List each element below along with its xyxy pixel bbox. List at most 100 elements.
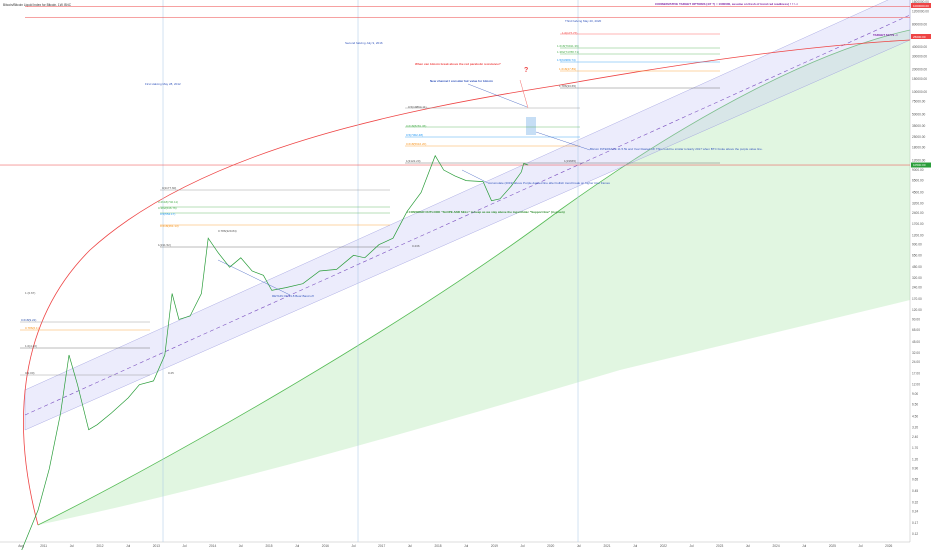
x-tick-label: Jul bbox=[126, 544, 130, 548]
fib-label: 0.236 bbox=[412, 244, 420, 248]
x-tick-label: Aug bbox=[18, 544, 24, 548]
red-parabolic-resistance bbox=[23, 39, 911, 526]
y-tick-label: 45.00 bbox=[912, 340, 920, 344]
x-tick-label: Jul bbox=[520, 544, 524, 548]
fib-label: 0.2618(740.11) bbox=[158, 200, 178, 204]
x-tick-label: 2022 bbox=[660, 544, 667, 548]
x-tick-label: 2011 bbox=[40, 544, 47, 548]
x-tick-label: 2015 bbox=[265, 544, 272, 548]
fib-label: 1.0(4.40) bbox=[25, 344, 37, 348]
y-tick-label: 800000.00 bbox=[912, 22, 927, 26]
y-tick-label: 65.00 bbox=[912, 328, 920, 332]
fib-label: 0.618(8281.36) bbox=[406, 124, 426, 128]
fib-label: 1.382(74788.71) bbox=[557, 50, 579, 54]
x-tick-label: 2016 bbox=[322, 544, 329, 548]
y-tick-label: 12000.00 bbox=[912, 159, 926, 163]
y-tick-label: 2.40 bbox=[912, 435, 918, 439]
purple-dashed-line bbox=[24, 14, 911, 416]
y-tick-label: 0.17 bbox=[912, 521, 918, 525]
y-tick-label: 50000.00 bbox=[912, 112, 926, 116]
fib-label: 1(19665) bbox=[564, 159, 576, 163]
y-tick-label: 0.24 bbox=[912, 510, 918, 514]
y-tick-label: 1200.00 bbox=[912, 233, 924, 237]
y-tick-label: 0.45 bbox=[912, 489, 918, 493]
y-tick-label: 3.20 bbox=[912, 426, 918, 430]
fib-label: 0(1177.60) bbox=[162, 186, 176, 190]
y-tick-label: 1600000.00 bbox=[912, 0, 929, 4]
y-tick-label: 25000.00 bbox=[912, 135, 926, 139]
y-tick-label: 0.90 bbox=[912, 467, 918, 471]
y-tick-label: 200000.00 bbox=[912, 67, 927, 71]
fib-label: 0.618(461.13) bbox=[160, 224, 179, 228]
fib-label: 0.382(646.76) bbox=[158, 206, 177, 210]
y-tick-label: 170.00 bbox=[912, 297, 922, 301]
projection-box bbox=[526, 117, 536, 135]
x-tick-label: Jul bbox=[239, 544, 243, 548]
x-tick-label: Jul bbox=[70, 544, 74, 548]
y-axis-tick-labels: 1600000.001200000.00800000.00550000.0040… bbox=[912, 0, 929, 536]
y-tick-label: 6500.00 bbox=[912, 179, 924, 183]
fib-label: 1.618(79911.36) bbox=[557, 44, 579, 48]
y-tick-label: 900.00 bbox=[912, 243, 922, 247]
y-tick-label: 24.00 bbox=[912, 360, 920, 364]
fib-label: 0.618(9.22) bbox=[21, 318, 36, 322]
y-tick-label: 0.32 bbox=[912, 500, 918, 504]
fib-label: 1 (0.67) bbox=[25, 291, 35, 295]
annotation-outlook: I CONSIDER OUTLOOK "SLOPE AND SELL" to k… bbox=[407, 210, 565, 214]
fib-label: 1.5(63389.74) bbox=[557, 58, 576, 62]
orange-price-tag: 25000.00 bbox=[911, 34, 931, 39]
annotation-interface: Bitcoin INTERFACE 11.5.5k and Year blast… bbox=[590, 147, 763, 151]
y-tick-label: 17.00 bbox=[912, 371, 920, 375]
annotation-new-channel: New channel I consider fair value for bi… bbox=[430, 79, 493, 83]
y-tick-label: 320.00 bbox=[912, 276, 922, 280]
y-tick-label: 150000.00 bbox=[912, 77, 927, 81]
y-tick-label: 120.00 bbox=[912, 308, 922, 312]
btc-price-series bbox=[21, 154, 529, 550]
fib-label: 0.5(554.17) bbox=[160, 212, 175, 216]
annotation-parabolic-question: When can bitcoin break above the red par… bbox=[415, 62, 501, 66]
x-tick-label: Jul bbox=[464, 544, 468, 548]
svg-text:10500.00: 10500.00 bbox=[913, 163, 926, 167]
y-tick-label: 9.00 bbox=[912, 392, 918, 396]
annotation-retain: RETAIN OF 91.8 Bear Band off bbox=[272, 294, 314, 298]
annotation-conservative-target: CONSERVATIVE TARGET OPTIONS (4/7 ?) = 10… bbox=[655, 2, 798, 6]
x-tick-label: Jul bbox=[577, 544, 581, 548]
fib-label: 0.25 bbox=[168, 371, 174, 375]
x-tick-label: 2025 bbox=[829, 544, 836, 548]
y-axis-strip[interactable] bbox=[910, 0, 932, 550]
annotation-arrows bbox=[217, 79, 591, 296]
x-tick-label: 2018 bbox=[434, 544, 441, 548]
y-tick-label: 32.00 bbox=[912, 351, 920, 355]
y-tick-label: 1200000.00 bbox=[912, 9, 929, 13]
svg-text:1000000.00: 1000000.00 bbox=[913, 4, 929, 8]
y-tick-label: 90.00 bbox=[912, 317, 920, 321]
fib-label: 0.618(5916.20) bbox=[406, 142, 426, 146]
y-tick-label: 4500.00 bbox=[912, 191, 924, 195]
x-tick-label: 2023 bbox=[716, 544, 723, 548]
annotation-first-halving: First Halving May 28, 2012 bbox=[145, 82, 181, 86]
y-tick-label: 0.65 bbox=[912, 477, 918, 481]
green-support-area bbox=[38, 30, 910, 525]
x-tick-label: Jul bbox=[182, 544, 186, 548]
fib-levels bbox=[20, 33, 720, 376]
x-tick-label: Jul bbox=[690, 544, 694, 548]
fib-labels-2011: 1 (0.67) 0.618(9.22) 0.786(6.1) 1.0(4.40… bbox=[21, 291, 174, 375]
y-tick-label: 6.50 bbox=[912, 403, 918, 407]
annotation-question-mark: ? bbox=[524, 67, 528, 74]
x-tick-label: Jul bbox=[633, 544, 637, 548]
fib-label: 0.5(7302.48) bbox=[406, 133, 423, 137]
y-tick-label: 9000.00 bbox=[912, 168, 924, 172]
y-tick-label: 4.50 bbox=[912, 415, 918, 419]
y-tick-label: 35000.00 bbox=[912, 124, 926, 128]
fib-label: 1(3122.20) bbox=[406, 159, 421, 163]
x-tick-label: Jul bbox=[746, 544, 750, 548]
x-tick-label: 2017 bbox=[378, 544, 385, 548]
y-tick-label: 400000.00 bbox=[912, 45, 927, 49]
x-tick-label: Jul bbox=[295, 544, 299, 548]
fib-labels-2013: 0(1177.60) 0.2618(740.11) 0.382(646.76) … bbox=[158, 186, 420, 248]
fib-label: 1.786(33.65) bbox=[559, 84, 576, 88]
annotation-second-halving: Second halving July 9, 2016 bbox=[345, 41, 383, 45]
fib-label: 0.786(6.1) bbox=[25, 326, 39, 330]
fib-label: 0(2.00) bbox=[25, 371, 35, 375]
x-tick-label: Jul bbox=[802, 544, 806, 548]
